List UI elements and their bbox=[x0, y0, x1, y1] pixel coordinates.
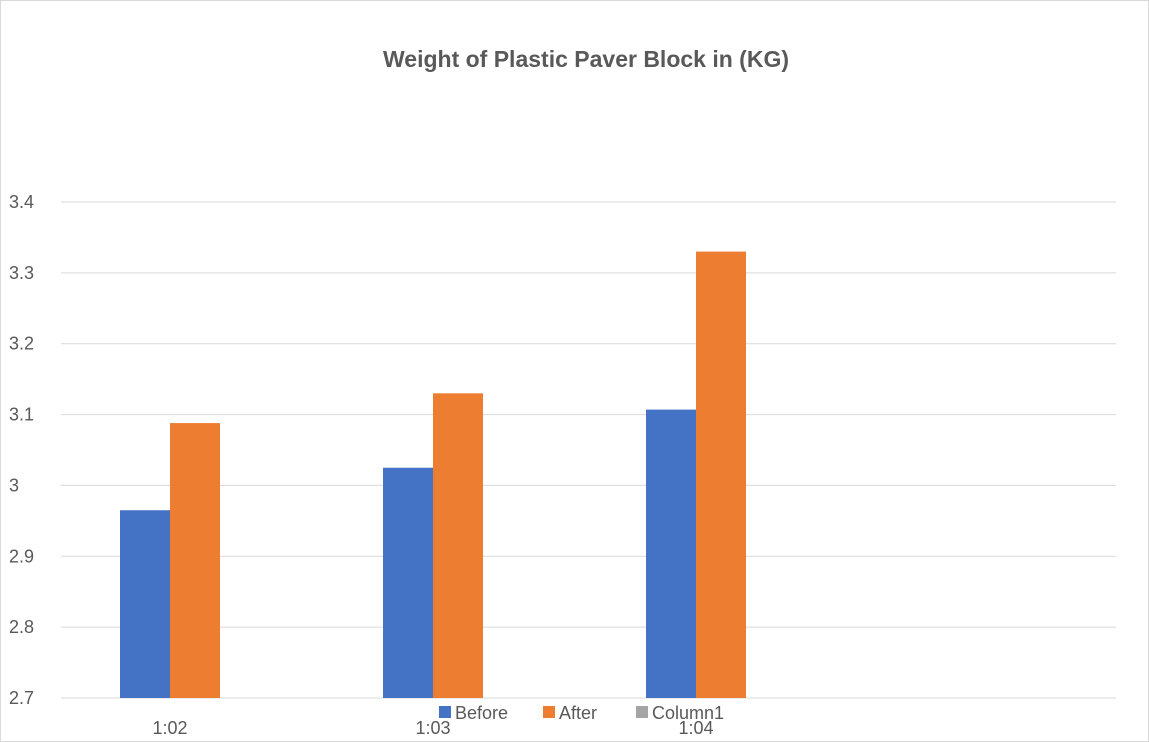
legend-label: Column1 bbox=[652, 703, 724, 723]
y-axis-tick-labels: 2.7 2.8 2.9 3 3.1 3.2 3.3 3.4 bbox=[9, 192, 34, 708]
legend-item-before: Before bbox=[439, 703, 508, 723]
legend: Before After Column1 bbox=[439, 703, 724, 723]
bar-after-3 bbox=[696, 251, 746, 698]
bar-after-1 bbox=[170, 423, 220, 698]
x-axis-tick-labels: 1:02 1:03 1:04 bbox=[152, 718, 713, 738]
x-tick-label: 1:03 bbox=[415, 718, 450, 738]
bars bbox=[120, 251, 746, 698]
y-tick-label: 3.3 bbox=[9, 263, 34, 283]
legend-label: Before bbox=[455, 703, 508, 723]
bar-before-3 bbox=[646, 409, 696, 698]
legend-label: After bbox=[559, 703, 597, 723]
legend-swatch bbox=[543, 706, 555, 718]
bar-after-2 bbox=[433, 393, 483, 698]
y-tick-label: 3 bbox=[9, 475, 19, 495]
legend-item-column1: Column1 bbox=[636, 703, 724, 723]
x-tick-label: 1:02 bbox=[152, 718, 187, 738]
y-tick-label: 3.2 bbox=[9, 334, 34, 354]
gridlines bbox=[61, 201, 1116, 699]
x-tick-label: 1:04 bbox=[678, 718, 713, 738]
legend-item-after: After bbox=[543, 703, 597, 723]
y-tick-label: 3.1 bbox=[9, 405, 34, 425]
bar-before-2 bbox=[383, 467, 433, 698]
y-tick-label: 2.8 bbox=[9, 617, 34, 637]
bar-before-1 bbox=[120, 510, 170, 698]
legend-swatch bbox=[636, 706, 648, 718]
chart-title: Weight of Plastic Paver Block in (KG) bbox=[383, 46, 789, 72]
y-tick-label: 2.7 bbox=[9, 688, 34, 708]
y-tick-label: 3.4 bbox=[9, 192, 34, 212]
legend-swatch bbox=[439, 706, 451, 718]
y-tick-label: 2.9 bbox=[9, 546, 34, 566]
